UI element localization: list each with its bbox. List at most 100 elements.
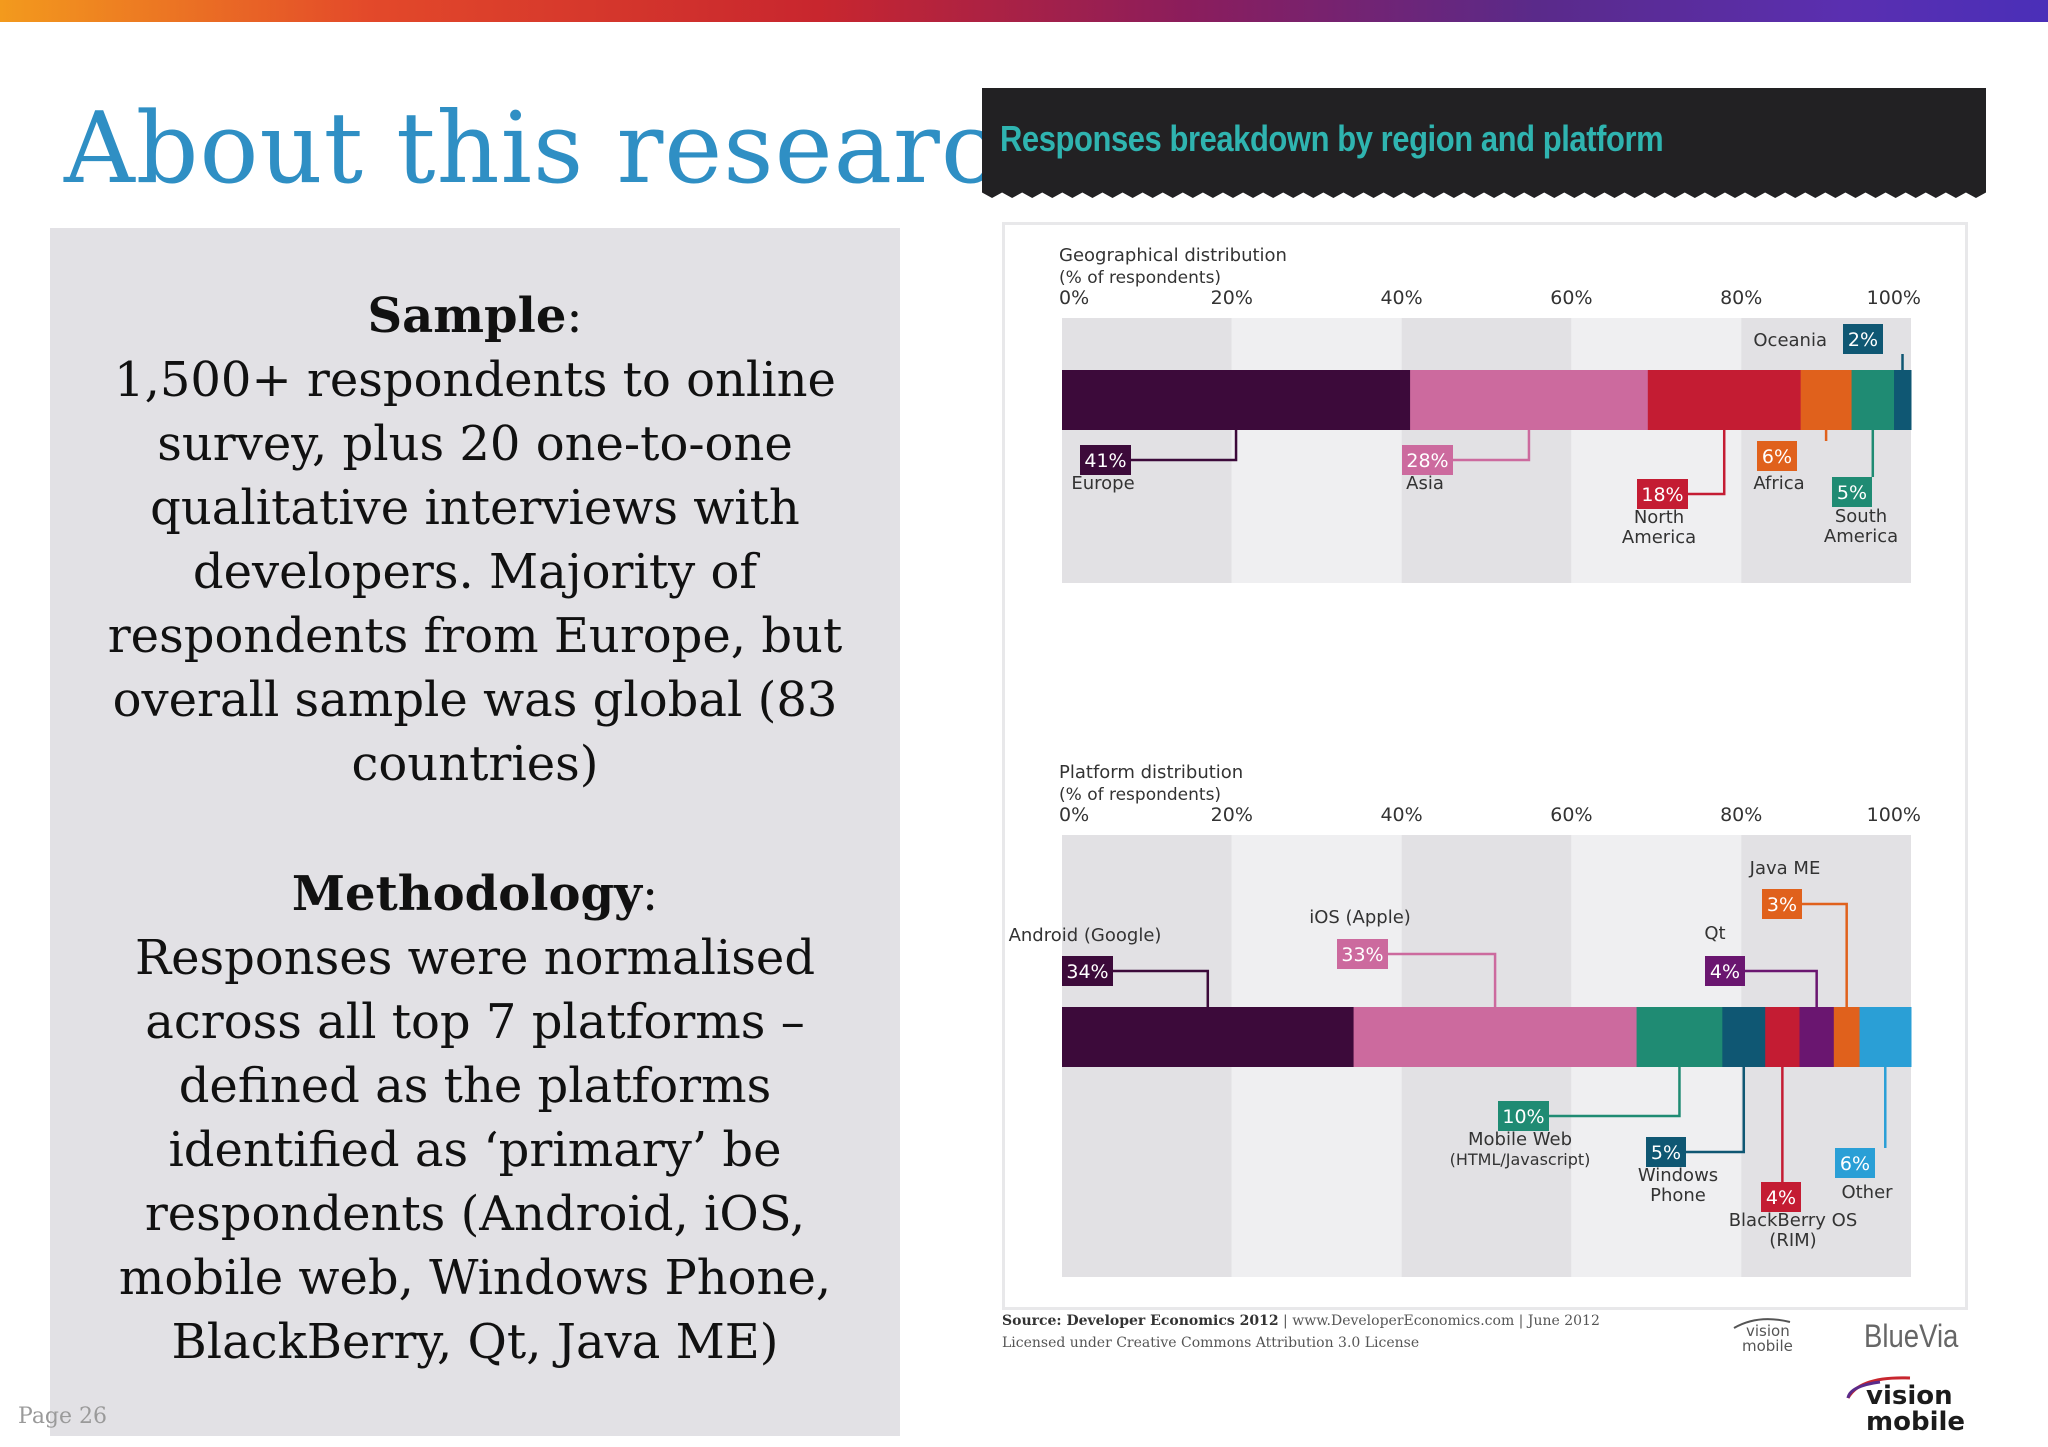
bluevia-logo: BlueVia bbox=[1864, 1318, 1959, 1354]
logo-top-text: vision bbox=[1866, 1381, 1953, 1411]
geo-chart-subtitle: (% of respondents) bbox=[1059, 268, 1221, 288]
geo-category-label-south-america: South bbox=[1835, 506, 1887, 527]
geo-tick-label: 20% bbox=[1211, 287, 1253, 309]
platform-tick-label: 0% bbox=[1059, 804, 1089, 826]
sample-heading: Sample bbox=[367, 288, 567, 344]
source-note: Source: Developer Economics 2012 | www.D… bbox=[1002, 1310, 1600, 1354]
platform-bar-blackberry-os-rim bbox=[1765, 1007, 1801, 1067]
geo-tick-label: 40% bbox=[1380, 287, 1422, 309]
platform-badge-windows-phone bbox=[1646, 1137, 1686, 1167]
platform-chart-title: Platform distribution bbox=[1059, 762, 1243, 783]
platform-bar-qt bbox=[1799, 1007, 1835, 1067]
platform-tick-label: 80% bbox=[1720, 804, 1762, 826]
platform-badge-android-google bbox=[1062, 956, 1113, 986]
platform-leader-java-me bbox=[1802, 902, 1848, 1007]
platform-data-label-other: 6% bbox=[1840, 1153, 1870, 1175]
geo-chart-title: Geographical distribution bbox=[1059, 245, 1287, 266]
platform-category-label-windows-phone: Windows bbox=[1638, 1165, 1718, 1186]
geo-bar-africa bbox=[1800, 370, 1853, 430]
geo-data-label-north-america: 18% bbox=[1641, 484, 1683, 506]
platform-data-label-mobile-web-html-javascript: 10% bbox=[1502, 1106, 1544, 1128]
geo-category-label-north-america: America bbox=[1622, 527, 1696, 548]
geo-tick-label: 80% bbox=[1720, 287, 1762, 309]
geo-tick-label: 0% bbox=[1059, 287, 1089, 309]
platform-tick-label: 40% bbox=[1380, 804, 1422, 826]
platform-badge-qt bbox=[1705, 956, 1745, 986]
page-title: About this research bbox=[64, 92, 1061, 206]
geo-badge-africa bbox=[1757, 441, 1797, 471]
license-text: Licensed under Creative Commons Attribut… bbox=[1002, 1335, 1420, 1351]
logo-bottom-text: mobile bbox=[1866, 1407, 1965, 1436]
geo-data-label-africa: 6% bbox=[1762, 446, 1792, 468]
platform-bar-ios-apple bbox=[1353, 1007, 1638, 1067]
platform-category-label-blackberry-os-rim: (RIM) bbox=[1769, 1230, 1816, 1251]
geo-data-label-asia: 28% bbox=[1406, 450, 1448, 472]
platform-category-label-other: Other bbox=[1841, 1182, 1893, 1203]
geo-badge-europe bbox=[1080, 445, 1131, 475]
platform-bar-other bbox=[1859, 1007, 1912, 1067]
platform-leader-qt bbox=[1745, 969, 1818, 1007]
geo-data-label-oceania: 2% bbox=[1848, 329, 1878, 351]
source-bold: Source: Developer Economics 2012 bbox=[1002, 1313, 1279, 1329]
geo-grid-band bbox=[1231, 318, 1402, 583]
research-summary-panel: Sample: 1,500+ respondents to online sur… bbox=[50, 228, 900, 1436]
geo-bar-south-america bbox=[1851, 370, 1895, 430]
geo-grid-band bbox=[1571, 318, 1742, 583]
sample-paragraph: Sample: 1,500+ respondents to online sur… bbox=[107, 288, 843, 792]
platform-bar-java-me bbox=[1833, 1007, 1861, 1067]
charts-svg: Geographical distribution(% of responden… bbox=[1009, 245, 1921, 1277]
geo-bar-north-america bbox=[1647, 370, 1802, 430]
methodology-text: Responses were normalised across all top… bbox=[118, 930, 832, 1370]
sample-text: 1,500+ respondents to online survey, plu… bbox=[107, 352, 843, 792]
geo-category-label-south-america: America bbox=[1824, 526, 1898, 547]
platform-tick-label: 20% bbox=[1211, 804, 1253, 826]
geo-badge-oceania bbox=[1843, 324, 1883, 354]
chart-frame: Geographical distribution (% of responden… bbox=[1002, 222, 1968, 1310]
platform-bar-mobile-web-html-javascript bbox=[1636, 1007, 1723, 1067]
geo-category-label-oceania: Oceania bbox=[1753, 330, 1827, 351]
geo-badge-north-america bbox=[1637, 479, 1688, 509]
platform-badge-java-me bbox=[1762, 889, 1802, 919]
geo-data-label-south-america: 5% bbox=[1837, 482, 1867, 504]
platform-category-label-mobile-web-html-javascript: Mobile Web bbox=[1468, 1129, 1572, 1150]
chart-header-banner: Responses breakdown by region and platfo… bbox=[982, 88, 1986, 198]
geo-leader-north-america bbox=[1688, 430, 1726, 496]
geo-bar-asia bbox=[1410, 370, 1649, 430]
platform-data-label-android-google: 34% bbox=[1066, 961, 1108, 983]
platform-data-label-qt: 4% bbox=[1710, 961, 1740, 983]
platform-category-label-blackberry-os-rim: BlackBerry OS bbox=[1729, 1210, 1858, 1231]
platform-leader-android-google bbox=[1113, 969, 1210, 1007]
platform-data-label-java-me: 3% bbox=[1767, 894, 1797, 916]
geo-leader-asia bbox=[1453, 430, 1531, 462]
geo-category-label-africa: Africa bbox=[1753, 473, 1804, 494]
platform-badge-other bbox=[1835, 1148, 1875, 1178]
platform-category-label-mobile-web-html-javascript: (HTML/Javascript) bbox=[1450, 1150, 1591, 1169]
top-gradient-bar bbox=[0, 0, 2048, 22]
platform-data-label-windows-phone: 5% bbox=[1651, 1142, 1681, 1164]
platform-category-label-ios-apple: iOS (Apple) bbox=[1309, 907, 1411, 928]
source-rest: | www.DeveloperEconomics.com | June 2012 bbox=[1278, 1313, 1600, 1329]
geo-data-label-europe: 41% bbox=[1084, 450, 1126, 472]
platform-badge-ios-apple bbox=[1337, 939, 1388, 969]
geo-badge-asia bbox=[1402, 445, 1453, 475]
vision-mobile-logo-small: vision mobile bbox=[1733, 1318, 1793, 1355]
platform-leader-windows-phone bbox=[1686, 1067, 1746, 1154]
platform-leader-mobile-web-html-javascript bbox=[1549, 1067, 1681, 1118]
geo-category-label-north-america: North bbox=[1634, 507, 1684, 528]
geo-bar-oceania bbox=[1894, 370, 1912, 430]
chart-header-title: Responses breakdown by region and platfo… bbox=[1000, 118, 1664, 159]
platform-category-label-windows-phone: Phone bbox=[1650, 1185, 1706, 1206]
geo-leader-europe bbox=[1131, 430, 1238, 462]
platform-bar-windows-phone bbox=[1722, 1007, 1766, 1067]
geo-category-label-europe: Europe bbox=[1071, 473, 1134, 494]
platform-tick-label: 100% bbox=[1867, 804, 1921, 826]
geo-tick-label: 60% bbox=[1550, 287, 1592, 309]
platform-leader-ios-apple bbox=[1388, 952, 1497, 1007]
platform-bar-android-google bbox=[1062, 1007, 1355, 1067]
page-number: Page 26 bbox=[18, 1404, 108, 1429]
platform-category-label-android-google: Android (Google) bbox=[1009, 925, 1162, 946]
methodology-paragraph: Methodology: Responses were normalised a… bbox=[118, 866, 832, 1370]
vision-mobile-logo: vision mobile bbox=[1846, 1376, 1965, 1436]
geo-tick-label: 100% bbox=[1867, 287, 1921, 309]
geo-category-label-asia: Asia bbox=[1406, 473, 1444, 494]
